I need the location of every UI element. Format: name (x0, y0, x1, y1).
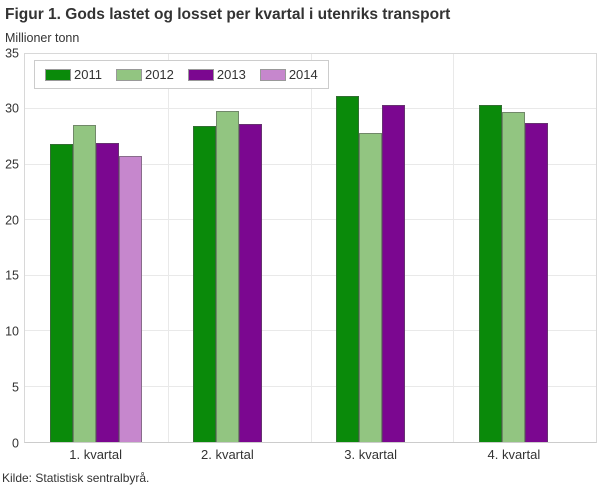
y-tick-label-20: 20 (5, 212, 19, 227)
y-tick-label-25: 25 (5, 157, 19, 172)
bar-2013-2. kvartal (239, 123, 263, 442)
category-group-4 (453, 54, 596, 442)
legend-swatch-2013 (187, 68, 214, 81)
bar-2011-3. kvartal (335, 96, 359, 442)
legend-label-2011: 2011 (74, 67, 102, 82)
bar-groups (25, 54, 596, 442)
y-tick-label-0: 0 (12, 435, 19, 450)
bar-2012-2. kvartal (216, 110, 240, 442)
x-label-4: 4. kvartal (487, 447, 541, 462)
legend-item-2014[interactable]: 2014 (259, 67, 318, 82)
legend-item-2012[interactable]: 2012 (115, 67, 174, 82)
y-tick-label-10: 10 (5, 324, 19, 339)
v-gridline-3 (453, 54, 455, 442)
legend-swatch-2012 (115, 68, 142, 81)
y-tick-label-35: 35 (5, 45, 19, 60)
v-gridline-2 (310, 54, 312, 442)
bar-2013-1. kvartal (96, 142, 120, 442)
x-label-1: 1. kvartal (69, 447, 122, 462)
y-axis-unit-label: Millioner tonn (5, 31, 80, 45)
category-group-2 (168, 54, 311, 442)
bar-2014-1. kvartal (119, 156, 143, 442)
y-axis-tick-labels: 0 5 10 15 20 25 30 35 (0, 47, 19, 449)
legend-item-2011[interactable]: 2011 (45, 67, 102, 82)
legend-swatch-2011 (45, 68, 71, 81)
y-tick-label-30: 30 (5, 101, 19, 116)
bar-2013-4. kvartal (524, 122, 548, 442)
category-group-3 (311, 54, 454, 442)
x-label-2: 2. kvartal (201, 447, 254, 462)
bar-2012-4. kvartal (501, 111, 525, 442)
bar-2011-2. kvartal (193, 126, 217, 442)
legend-item-2013[interactable]: 2013 (187, 67, 246, 82)
bar-2012-1. kvartal (73, 124, 97, 442)
bar-2012-3. kvartal (358, 132, 382, 442)
bar-2013-3. kvartal (381, 105, 405, 442)
x-axis-labels: 1. kvartal 2. kvartal 3. kvartal 4. kvartal (24, 447, 597, 463)
chart-title: Figur 1. Gods lastet og losset per kvart… (5, 6, 451, 23)
y-tick-label-5: 5 (12, 380, 19, 395)
plot-area: 2011 2012 2013 2014 (24, 53, 597, 443)
legend-label-2012: 2012 (144, 67, 174, 82)
legend-label-2014: 2014 (288, 67, 318, 82)
category-group-1 (25, 54, 168, 442)
x-label-3: 3. kvartal (344, 447, 397, 462)
y-tick-label-15: 15 (5, 268, 19, 283)
source-note: Kilde: Statistisk sentralbyrå. (2, 471, 150, 485)
v-gridline-1 (167, 54, 169, 442)
bar-2011-1. kvartal (50, 143, 74, 442)
bar-2011-4. kvartal (478, 105, 502, 442)
legend-swatch-2014 (259, 68, 286, 81)
legend-label-2013: 2013 (216, 67, 246, 82)
legend: 2011 2012 2013 2014 (34, 60, 329, 89)
